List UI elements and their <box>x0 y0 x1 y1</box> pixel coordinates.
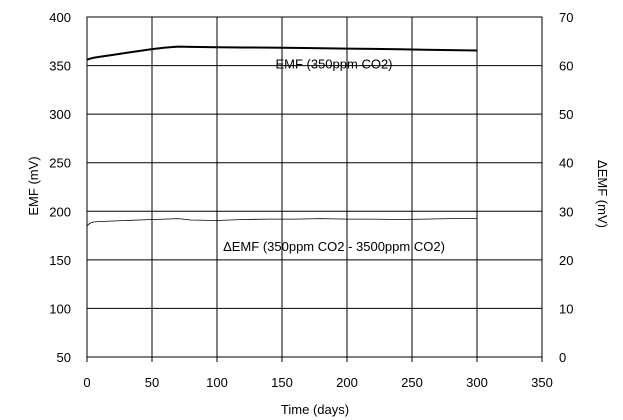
y-left-tick-label-2: 150 <box>49 253 71 268</box>
x-tick-label-7: 350 <box>531 375 553 390</box>
y-right-tick-label-3: 30 <box>559 204 573 219</box>
series-group <box>86 45 478 227</box>
x-tick-label-1: 50 <box>145 375 159 390</box>
x-tick-label-3: 150 <box>271 375 293 390</box>
delta-emf-series-label: ΔEMF (350ppm CO2 - 3500ppm CO2) <box>223 239 445 254</box>
y-axis-left-title: EMF (mV) <box>26 156 41 215</box>
y-left-tick-label-7: 400 <box>49 10 71 25</box>
delta-emf-series-line <box>86 218 477 227</box>
y-right-tick-label-4: 40 <box>559 156 573 171</box>
annotations: EMF (350ppm CO2) ΔEMF (350ppm CO2 - 3500p… <box>223 56 445 254</box>
y-right-tick-label-2: 20 <box>559 253 573 268</box>
x-axis: 0 50 100 150 200 250 300 350 <box>83 357 553 390</box>
y-axis-left: 50 100 150 200 250 300 350 400 <box>49 10 71 365</box>
emf-series-line <box>86 45 478 61</box>
y-left-tick-label-5: 300 <box>49 107 71 122</box>
x-tick-label-2: 100 <box>206 375 228 390</box>
x-tick-label-6: 300 <box>466 375 488 390</box>
x-axis-title: Time (days) <box>281 402 349 417</box>
y-axis-right: 0 10 20 30 40 50 60 70 <box>559 10 573 365</box>
y-right-tick-label-5: 50 <box>559 107 573 122</box>
emf-series-label: EMF (350ppm CO2) <box>275 56 392 71</box>
y-left-tick-label-6: 350 <box>49 59 71 74</box>
y-right-tick-label-6: 60 <box>559 59 573 74</box>
y-left-tick-label-1: 100 <box>49 301 71 316</box>
x-tick-label-5: 250 <box>401 375 423 390</box>
y-axis-right-title: ΔEMF (mV) <box>595 160 610 228</box>
y-right-tick-label-0: 0 <box>559 350 566 365</box>
y-left-tick-label-0: 50 <box>57 350 71 365</box>
y-left-tick-label-4: 250 <box>49 156 71 171</box>
x-tick-label-4: 200 <box>336 375 358 390</box>
y-left-tick-label-3: 200 <box>49 204 71 219</box>
plot-frame <box>86 16 543 358</box>
y-right-tick-label-1: 10 <box>559 301 573 316</box>
x-tick-label-0: 0 <box>83 375 90 390</box>
y-right-tick-label-7: 70 <box>559 10 573 25</box>
